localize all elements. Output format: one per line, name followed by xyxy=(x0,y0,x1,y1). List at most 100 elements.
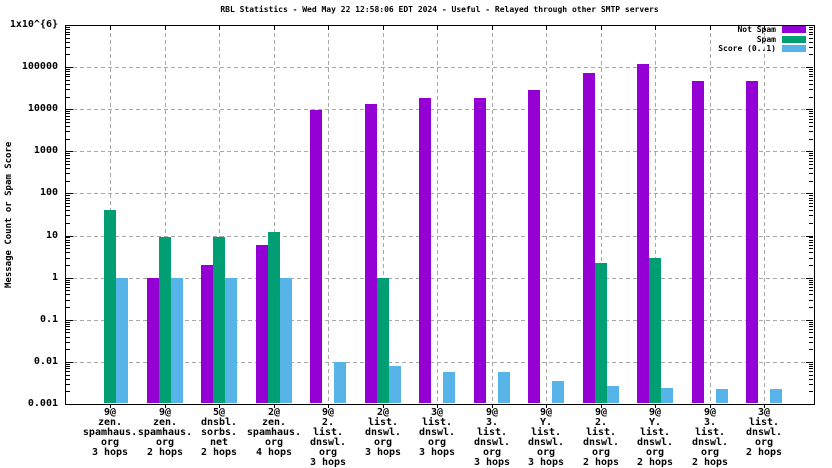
x-category-line: org xyxy=(100,437,120,448)
x-major-tick-bottom xyxy=(546,404,547,408)
y-minor-tick-right xyxy=(809,29,813,30)
legend-label: Spam xyxy=(756,34,776,44)
grid-line-vertical xyxy=(328,26,329,403)
bar-not-spam xyxy=(583,73,595,403)
x-major-tick-top xyxy=(110,26,111,30)
y-minor-tick-left xyxy=(66,74,70,75)
bar-spam xyxy=(104,210,116,403)
x-major-tick-top xyxy=(601,26,602,30)
x-category-line: 3. xyxy=(485,417,499,428)
y-minor-tick-left xyxy=(66,139,70,140)
grid-line-vertical xyxy=(492,26,493,403)
x-category-label: 2@ zen. spamhaus. org 4 hops xyxy=(242,408,306,458)
bar-score-0-1 xyxy=(171,278,183,403)
y-minor-tick-right xyxy=(809,326,813,327)
y-minor-tick-left xyxy=(66,122,70,123)
x-category-line: list. xyxy=(312,427,344,438)
bar-score-0-1 xyxy=(389,366,401,403)
y-minor-tick-right xyxy=(809,215,813,216)
legend-item: Spam xyxy=(718,35,806,45)
grid-line-horizontal xyxy=(66,236,813,237)
grid-line-vertical xyxy=(219,26,220,403)
grid-line-vertical xyxy=(274,26,275,403)
bar-not-spam xyxy=(692,81,704,403)
x-category-line: 3. xyxy=(703,417,717,428)
bar-not-spam xyxy=(474,98,486,403)
y-minor-tick-left xyxy=(66,173,70,174)
x-category-line: 2 hops xyxy=(636,457,674,468)
y-minor-tick-right xyxy=(809,337,813,338)
x-category-line: list. xyxy=(639,427,671,438)
x-major-tick-bottom xyxy=(601,404,602,408)
y-minor-tick-right xyxy=(809,173,813,174)
y-minor-tick-left xyxy=(66,119,70,120)
y-minor-tick-left xyxy=(66,126,70,127)
y-minor-tick-left xyxy=(66,332,70,333)
x-category-line: dnsbl. xyxy=(200,417,238,428)
y-minor-tick-right xyxy=(809,84,813,85)
x-category-label: 9@ 2. list. dnswl. org 3 hops xyxy=(296,408,360,468)
y-tick-label: 1 xyxy=(51,272,58,283)
y-minor-tick-right xyxy=(809,89,813,90)
y-minor-tick-right xyxy=(809,80,813,81)
y-minor-tick-left xyxy=(66,97,70,98)
y-minor-tick-right xyxy=(809,290,813,291)
y-minor-tick-right xyxy=(809,42,813,43)
y-minor-tick-left xyxy=(66,379,70,380)
bar-score-0-1 xyxy=(280,278,292,403)
x-category-line: 9@ xyxy=(703,407,717,418)
y-minor-tick-left xyxy=(66,364,70,365)
y-minor-tick-left xyxy=(66,200,70,201)
x-major-tick-top xyxy=(710,26,711,30)
legend: Not Spam Spam Score (0..1) xyxy=(718,25,806,54)
x-category-line: dnswl. xyxy=(745,427,783,438)
legend-swatch xyxy=(782,26,806,34)
x-category-line: 3 hops xyxy=(364,447,402,458)
x-category-line: org xyxy=(536,447,556,458)
y-minor-tick-left xyxy=(66,34,70,35)
bar-not-spam xyxy=(746,81,758,403)
y-minor-tick-left xyxy=(66,116,70,117)
y-minor-tick-right xyxy=(809,198,813,199)
x-category-line: org xyxy=(427,437,447,448)
y-minor-tick-left xyxy=(66,349,70,350)
y-minor-tick-left xyxy=(66,391,70,392)
x-category-line: list. xyxy=(476,427,508,438)
x-category-line: 2. xyxy=(321,417,335,428)
y-major-tick-right xyxy=(806,320,813,321)
x-category-line: Y. xyxy=(648,417,662,428)
y-minor-tick-left xyxy=(66,282,70,283)
x-category-line: 3@ xyxy=(757,407,771,418)
y-tick-label: 0.1 xyxy=(39,314,58,325)
y-minor-tick-right xyxy=(809,168,813,169)
grid-line-horizontal xyxy=(66,320,813,321)
y-minor-tick-right xyxy=(809,74,813,75)
x-category-line: org xyxy=(645,447,665,458)
x-major-tick-top xyxy=(764,26,765,30)
y-minor-tick-left xyxy=(66,155,70,156)
bar-score-0-1 xyxy=(116,278,128,403)
grid-line-horizontal xyxy=(66,151,813,152)
grid-line-horizontal xyxy=(66,278,813,279)
bar-score-0-1 xyxy=(443,372,455,403)
y-minor-tick-left xyxy=(66,131,70,132)
x-category-line: 2 hops xyxy=(691,457,729,468)
y-minor-tick-right xyxy=(809,34,813,35)
y-major-tick-left xyxy=(66,193,73,194)
y-minor-tick-left xyxy=(66,280,70,281)
x-category-line: org xyxy=(482,447,502,458)
y-minor-tick-left xyxy=(66,198,70,199)
y-minor-tick-left xyxy=(66,54,70,55)
y-minor-tick-right xyxy=(809,181,813,182)
grid-line-vertical xyxy=(437,26,438,403)
y-minor-tick-right xyxy=(809,371,813,372)
y-minor-tick-left xyxy=(66,252,70,253)
y-minor-tick-right xyxy=(809,122,813,123)
y-minor-tick-left xyxy=(66,181,70,182)
x-category-line: dnswl. xyxy=(364,427,402,438)
y-minor-tick-left xyxy=(66,215,70,216)
bar-score-0-1 xyxy=(661,388,673,403)
y-minor-tick-left xyxy=(66,342,70,343)
x-major-tick-bottom xyxy=(492,404,493,408)
x-category-label: 9@ zen. spamhaus. org 3 hops xyxy=(78,408,142,458)
